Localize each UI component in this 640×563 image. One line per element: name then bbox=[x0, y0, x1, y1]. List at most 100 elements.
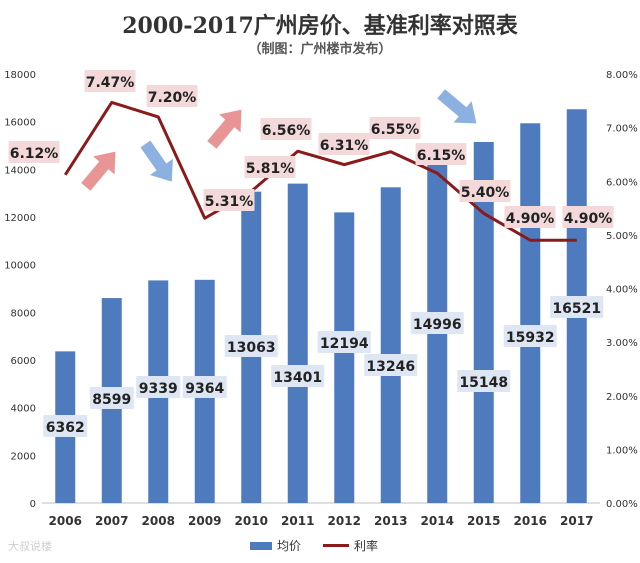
y-left-tick-label: 8000 bbox=[11, 308, 36, 319]
bar-value-box bbox=[271, 365, 325, 387]
y-left-tick-label: 12000 bbox=[4, 213, 36, 224]
rate-value-box bbox=[562, 206, 614, 228]
legend-label-rate: 利率 bbox=[354, 539, 379, 553]
rate-value-label-2012: 6.31% bbox=[320, 138, 369, 154]
up-arrow-icon-shape bbox=[207, 109, 242, 149]
x-tick-label-2013: 2013 bbox=[374, 514, 407, 528]
y-right-tick-label: 7.00% bbox=[606, 124, 638, 135]
y-left-tick-label: 16000 bbox=[4, 118, 36, 129]
bar-price-2013 bbox=[380, 187, 401, 504]
bar-value-label-2014: 14996 bbox=[413, 317, 462, 333]
bar-value-label-2006: 6362 bbox=[46, 420, 85, 436]
x-tick-label-2009: 2009 bbox=[188, 514, 221, 528]
bar-value-label-2012: 12194 bbox=[320, 336, 369, 352]
bar-value-label-2009: 9364 bbox=[185, 381, 224, 397]
legend-item-rate: 利率 bbox=[323, 537, 378, 554]
bar-value-box bbox=[317, 331, 371, 353]
y-right-tick-label: 4.00% bbox=[606, 285, 638, 296]
rate-value-label-2011: 6.56% bbox=[262, 123, 311, 139]
bar-value-box bbox=[89, 387, 134, 409]
rate-value-box bbox=[146, 85, 198, 107]
up-arrow-icon bbox=[207, 109, 242, 149]
rate-value-box bbox=[203, 189, 255, 211]
rate-value-label-2006: 6.12% bbox=[10, 146, 59, 162]
down-arrow-icon-shape bbox=[140, 140, 173, 182]
y-right-tick-label: 3.00% bbox=[606, 338, 638, 349]
y-right-tick-label: 0.00% bbox=[606, 499, 638, 510]
legend-swatch-rate bbox=[323, 544, 350, 547]
chart-title: 2000-2017广州房价、基准利率对照表 bbox=[122, 13, 518, 39]
bar-value-label-2017: 16521 bbox=[552, 301, 601, 317]
rate-value-label-2017: 4.90% bbox=[564, 211, 613, 227]
x-tick-label-2014: 2014 bbox=[421, 514, 454, 528]
rate-value-label-2007: 7.47% bbox=[86, 75, 135, 91]
rate-value-box bbox=[504, 206, 556, 228]
x-tick-label-2016: 2016 bbox=[514, 514, 547, 528]
x-tick-label-2007: 2007 bbox=[95, 514, 128, 528]
bar-value-box bbox=[457, 370, 511, 392]
bar-value-box bbox=[410, 312, 464, 334]
x-tick-label-2011: 2011 bbox=[281, 514, 314, 528]
rate-value-label-2010: 5.81% bbox=[246, 161, 295, 177]
legend-swatch-price bbox=[250, 541, 272, 550]
bar-value-box bbox=[364, 354, 418, 376]
y-left-tick-label: 10000 bbox=[4, 261, 36, 272]
bar-value-box bbox=[43, 415, 88, 437]
bar-value-label-2007: 8599 bbox=[92, 392, 131, 408]
rate-value-label-2016: 4.90% bbox=[506, 211, 555, 227]
chart-legend: 均价 利率 bbox=[250, 537, 392, 554]
bar-value-label-2016: 15932 bbox=[506, 330, 555, 346]
rate-value-label-2008: 7.20% bbox=[148, 90, 197, 106]
bar-price-2016 bbox=[520, 123, 541, 504]
rate-value-label-2014: 6.15% bbox=[417, 148, 466, 164]
y-right-tick-label: 5.00% bbox=[606, 231, 638, 242]
y-left-tick-label: 2000 bbox=[11, 451, 36, 462]
rate-line bbox=[63, 100, 577, 242]
y-right-tick-label: 8.00% bbox=[606, 70, 638, 81]
bar-price-2015 bbox=[473, 141, 494, 504]
rate-value-label-2009: 5.31% bbox=[205, 194, 254, 210]
rate-value-box bbox=[459, 180, 511, 202]
bar-value-label-2011: 13401 bbox=[273, 370, 322, 386]
rate-value-box bbox=[318, 133, 370, 155]
x-tick-label-2006: 2006 bbox=[49, 514, 82, 528]
up-arrow-icon-shape bbox=[81, 151, 116, 191]
y-right-tick-label: 6.00% bbox=[606, 177, 638, 188]
rate-value-box bbox=[244, 156, 296, 178]
y-left-tick-label: 0 bbox=[30, 499, 36, 510]
y-right-tick-label: 1.00% bbox=[606, 445, 638, 456]
rate-value-box bbox=[8, 141, 60, 163]
x-tick-label-2008: 2008 bbox=[142, 514, 175, 528]
rate-value-box bbox=[415, 143, 467, 165]
y-left-tick-label: 14000 bbox=[4, 165, 36, 176]
legend-item-price: 均价 bbox=[250, 537, 301, 554]
rate-value-label-2013: 6.55% bbox=[371, 122, 420, 138]
rate-value-label-2015: 5.40% bbox=[461, 185, 510, 201]
watermark: 大叔说楼 bbox=[8, 540, 52, 553]
down-arrow-icon bbox=[140, 140, 173, 182]
bar-value-box bbox=[503, 325, 557, 347]
y-left-tick-label: 6000 bbox=[11, 356, 36, 367]
rate-value-box bbox=[84, 70, 136, 92]
x-tick-label-2012: 2012 bbox=[328, 514, 361, 528]
down-arrow-icon bbox=[437, 89, 477, 124]
legend-label-price: 均价 bbox=[277, 539, 302, 553]
x-tick-label-2010: 2010 bbox=[235, 514, 268, 528]
y-left-tick-label: 4000 bbox=[11, 404, 36, 415]
down-arrow-icon-shape bbox=[437, 89, 477, 124]
bar-value-box bbox=[550, 296, 604, 318]
y-right-tick-label: 2.00% bbox=[606, 392, 638, 403]
x-tick-label-2017: 2017 bbox=[560, 514, 593, 528]
rate-value-box bbox=[260, 118, 312, 140]
bar-value-box bbox=[224, 335, 278, 357]
chart-subtitle: （制图：广州楼市发布） bbox=[248, 42, 392, 57]
up-arrow-icon bbox=[81, 151, 116, 191]
bar-value-label-2015: 15148 bbox=[459, 375, 508, 391]
bar-value-box bbox=[136, 376, 181, 398]
x-tick-label-2015: 2015 bbox=[467, 514, 500, 528]
bar-value-box bbox=[182, 376, 227, 398]
bar-price-2011 bbox=[287, 183, 308, 503]
bar-price-2012 bbox=[334, 212, 355, 503]
